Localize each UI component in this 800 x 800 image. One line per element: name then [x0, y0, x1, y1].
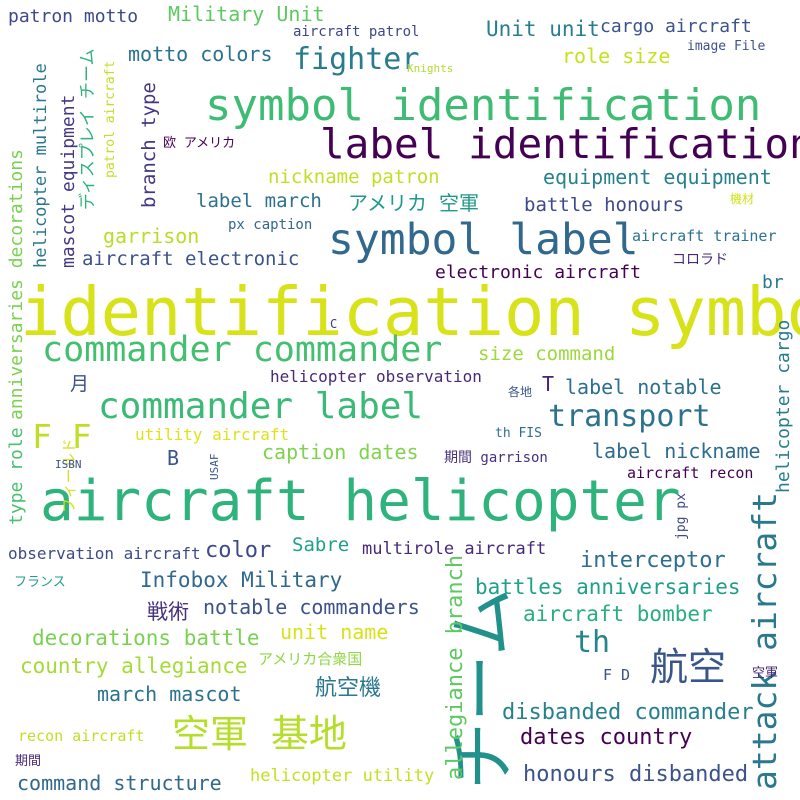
- cloud-word: equipment equipment: [543, 165, 772, 189]
- cloud-word: observation aircraft: [8, 544, 201, 563]
- cloud-word: 欧 アメリカ: [163, 136, 236, 151]
- cloud-word: helicopter observation: [270, 367, 482, 386]
- cloud-word: 期間: [15, 754, 42, 769]
- cloud-word: B: [167, 446, 180, 470]
- cloud-word: aircraft trainer: [632, 227, 777, 245]
- cloud-word: aircraft bomber: [523, 602, 713, 626]
- cloud-word: T: [542, 372, 555, 396]
- cloud-word: 戦術: [147, 600, 189, 624]
- cloud-word: Knights: [407, 62, 454, 75]
- cloud-word: commander label: [98, 386, 424, 427]
- cloud-word: interceptor: [580, 548, 726, 573]
- cloud-word: identification symbol: [20, 273, 800, 351]
- cloud-word: unit name: [280, 620, 389, 644]
- cloud-word: aircraft electronic: [82, 248, 300, 270]
- cloud-word: 各地: [508, 385, 533, 399]
- cloud-word: label nickname: [592, 439, 761, 463]
- cloud-word: 期間 garrison: [444, 450, 548, 466]
- cloud-word: helicopter multirole: [31, 63, 51, 268]
- cloud-word: multirole aircraft: [362, 539, 547, 559]
- cloud-word: フィールド: [60, 438, 78, 513]
- cloud-word: ディスプレイ チーム: [78, 48, 98, 210]
- cloud-word: USAF: [208, 453, 221, 481]
- cloud-word: image File: [687, 39, 766, 54]
- cloud-word: dates country: [520, 725, 693, 750]
- cloud-word: th FIS: [495, 426, 542, 441]
- cloud-word: jpg px: [674, 493, 689, 540]
- cloud-word: コロラド: [672, 252, 728, 268]
- cloud-word: アメリカ合衆国: [258, 650, 363, 668]
- cloud-word: 空軍 基地: [172, 712, 347, 756]
- cloud-word: 機材: [730, 192, 755, 206]
- cloud-word: allegiance branch: [443, 554, 468, 780]
- cloud-word: anniversaries decorations: [6, 149, 27, 420]
- cloud-word: battle honours: [524, 194, 685, 216]
- cloud-word: フランス: [14, 575, 66, 590]
- cloud-word: disbanded commander: [502, 700, 754, 725]
- cloud-word: type role: [6, 427, 27, 525]
- cloud-word: notable commanders: [203, 595, 420, 619]
- cloud-word: nickname patron: [268, 166, 440, 188]
- cloud-word: march mascot: [97, 682, 242, 706]
- cloud-word: Sabre: [292, 534, 350, 556]
- cloud-word: size command: [478, 343, 616, 365]
- cloud-word: caption dates: [262, 440, 419, 464]
- cloud-word: 月: [70, 373, 90, 395]
- cloud-word: 航空機: [315, 676, 382, 701]
- cloud-word: role size: [562, 44, 671, 68]
- cloud-word: th: [574, 625, 611, 660]
- cloud-word: symbol label: [328, 215, 639, 265]
- cloud-word: attack aircraft: [745, 491, 784, 790]
- cloud-word: commander commander: [42, 330, 443, 370]
- cloud-word: fighter: [293, 42, 420, 77]
- cloud-word: label identification: [320, 120, 800, 168]
- cloud-word: Infobox Military: [140, 568, 343, 592]
- cloud-word: aircraft helicopter: [40, 469, 681, 534]
- cloud-word: color: [205, 538, 272, 563]
- cloud-word: utility aircraft: [135, 425, 290, 444]
- cloud-word: label notable: [565, 375, 722, 399]
- cloud-word: px caption: [228, 217, 313, 233]
- cloud-word: Unit unit: [486, 17, 600, 41]
- cloud-word: C: [330, 317, 338, 331]
- cloud-word: recon aircraft: [18, 727, 145, 745]
- cloud-word: country allegiance: [20, 654, 248, 678]
- cloud-word: branch type: [138, 82, 160, 208]
- cloud-word: honours disbanded: [523, 762, 749, 787]
- cloud-word: br: [762, 272, 784, 293]
- cloud-word: helicopter cargo: [773, 319, 794, 493]
- cloud-word: electronic aircraft: [435, 262, 641, 283]
- cloud-word: motto colors: [128, 42, 273, 66]
- cloud-word: アメリカ 空軍: [348, 191, 480, 215]
- cloud-word: transport: [548, 399, 711, 434]
- cloud-word: patrol aircraft: [103, 60, 118, 178]
- cloud-word: decorations battle: [32, 626, 260, 650]
- cloud-word: F F: [32, 417, 92, 456]
- cloud-word: Military Unit: [168, 2, 325, 26]
- cloud-word: helicopter utility: [250, 766, 435, 786]
- cloud-word: ISBN: [55, 458, 82, 471]
- cloud-word: symbol identification: [205, 80, 762, 131]
- cloud-word: patron motto: [8, 6, 139, 27]
- cloud-word: 航空: [650, 645, 727, 689]
- cloud-word: F D: [603, 666, 631, 684]
- cloud-word: mascot equipment: [58, 94, 79, 268]
- cloud-word: aircraft recon: [627, 464, 754, 482]
- cloud-word: battles anniversaries: [475, 575, 741, 599]
- cloud-word: command structure: [17, 771, 222, 795]
- cloud-word: garrison: [103, 224, 200, 248]
- cloud-word: cargo aircraft: [600, 16, 752, 37]
- cloud-word: 空軍: [752, 666, 779, 681]
- cloud-word: label march: [196, 190, 322, 212]
- cloud-word: aircraft patrol: [293, 24, 420, 40]
